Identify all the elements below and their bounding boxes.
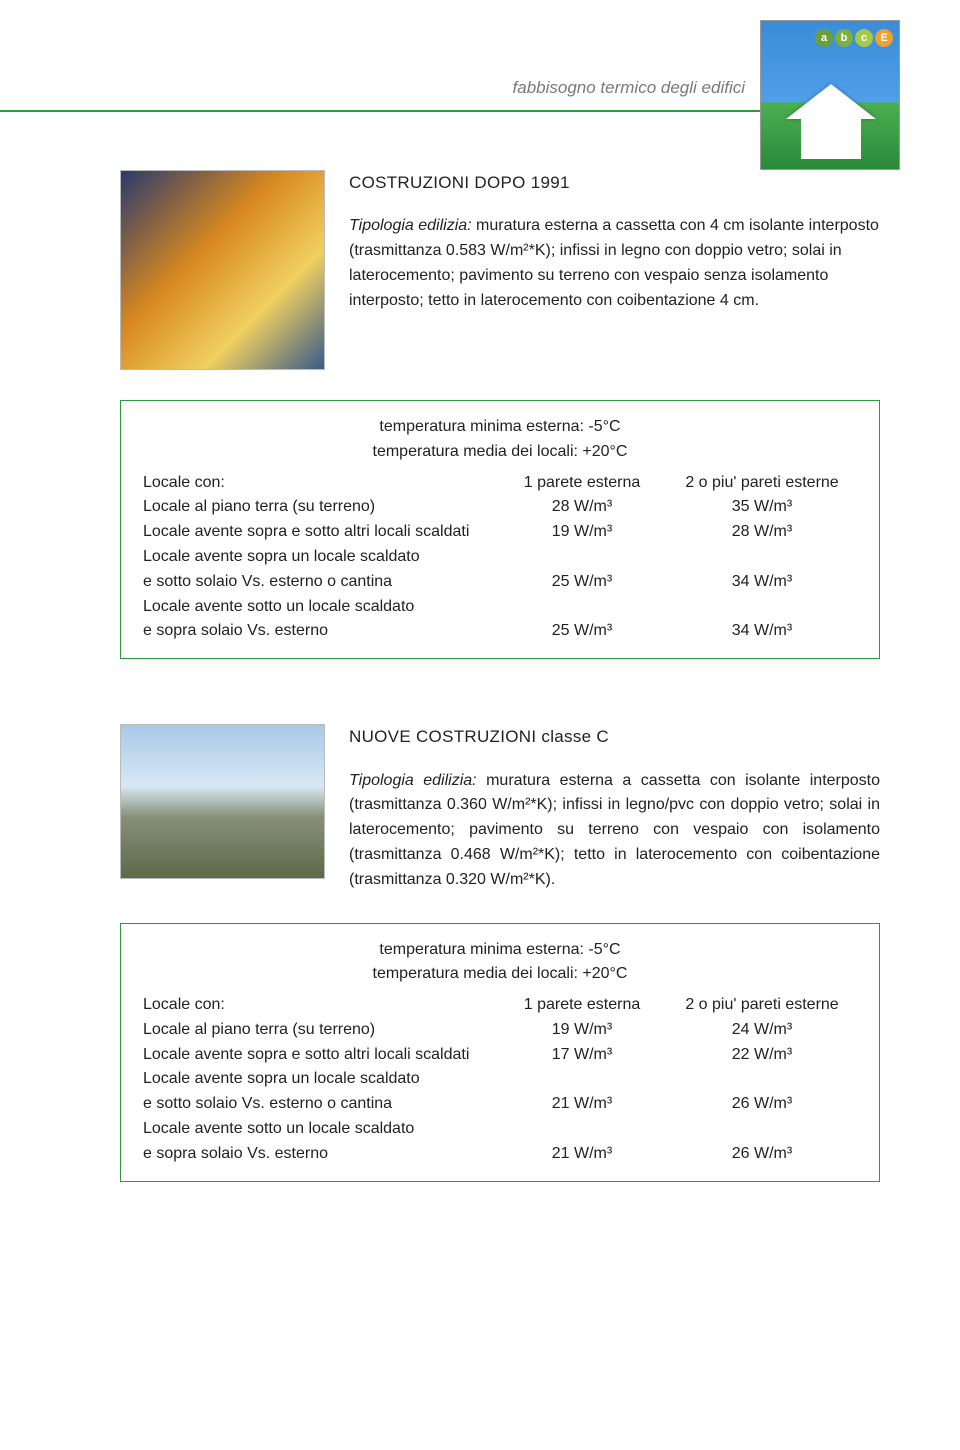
cell-value	[667, 1117, 857, 1142]
table-row: Locale avente sopra un locale scaldato	[143, 1067, 857, 1092]
cell-value: 26 W/m³	[667, 1092, 857, 1117]
cell-value	[667, 1067, 857, 1092]
cell-value	[497, 1067, 667, 1092]
table2-temp-ext: temperatura minima esterna: -5°C	[143, 938, 857, 963]
cell-value: 21 W/m³	[497, 1142, 667, 1167]
table1-colheaders: Locale con: 1 parete esterna 2 o piu' pa…	[143, 471, 857, 496]
page-header: fabbisogno termico degli edifici a b c E	[0, 0, 960, 170]
table1-header: temperatura minima esterna: -5°C tempera…	[143, 415, 857, 465]
cell-value: 26 W/m³	[667, 1142, 857, 1167]
table-row: e sotto solaio Vs. esterno o cantina 25 …	[143, 570, 857, 595]
cell-label: Locale al piano terra (su terreno)	[143, 495, 497, 520]
cell-value: 34 W/m³	[667, 619, 857, 644]
table2-header: temperatura minima esterna: -5°C tempera…	[143, 938, 857, 988]
cell-value	[497, 545, 667, 570]
table-row: Locale avente sotto un locale scaldato	[143, 1117, 857, 1142]
table-row: e sopra solaio Vs. esterno 21 W/m³ 26 W/…	[143, 1142, 857, 1167]
table2-col-a: 1 parete esterna	[497, 993, 667, 1018]
cell-value: 21 W/m³	[497, 1092, 667, 1117]
photo-buildings-classe-c	[120, 724, 325, 879]
cell-label: e sotto solaio Vs. esterno o cantina	[143, 570, 497, 595]
cell-value: 19 W/m³	[497, 520, 667, 545]
table-row: Locale al piano terra (su terreno) 28 W/…	[143, 495, 857, 520]
cell-label: Locale avente sopra un locale scaldato	[143, 545, 497, 570]
ball-a: a	[815, 29, 833, 47]
section1-title: COSTRUZIONI DOPO 1991	[349, 170, 880, 196]
cell-value: 24 W/m³	[667, 1018, 857, 1043]
table-row: Locale avente sopra un locale scaldato	[143, 545, 857, 570]
cell-value: 34 W/m³	[667, 570, 857, 595]
header-rule	[0, 110, 760, 112]
table-row: Locale avente sopra e sotto altri locali…	[143, 520, 857, 545]
table-row: Locale al piano terra (su terreno) 19 W/…	[143, 1018, 857, 1043]
cell-value: 35 W/m³	[667, 495, 857, 520]
table-classe-c: temperatura minima esterna: -5°C tempera…	[120, 923, 880, 1182]
table2-colheaders: Locale con: 1 parete esterna 2 o piu' pa…	[143, 993, 857, 1018]
section1-body: Tipologia edilizia: muratura esterna a c…	[349, 214, 880, 313]
cell-label: e sotto solaio Vs. esterno o cantina	[143, 1092, 497, 1117]
section-costruzioni-dopo-1991: COSTRUZIONI DOPO 1991 Tipologia edilizia…	[120, 170, 880, 659]
ball-c: c	[855, 29, 873, 47]
cell-label: Locale avente sopra un locale scaldato	[143, 1067, 497, 1092]
table2-temp-int: temperatura media dei locali: +20°C	[143, 962, 857, 987]
photo-buildings-1991	[120, 170, 325, 370]
table-row: e sotto solaio Vs. esterno o cantina 21 …	[143, 1092, 857, 1117]
cell-value: 28 W/m³	[667, 520, 857, 545]
table2-col-b: 2 o piu' pareti esterne	[667, 993, 857, 1018]
table-row: Locale avente sopra e sotto altri locali…	[143, 1043, 857, 1068]
section1-text: COSTRUZIONI DOPO 1991 Tipologia edilizia…	[349, 170, 880, 370]
ball-b: b	[835, 29, 853, 47]
cell-value: 22 W/m³	[667, 1043, 857, 1068]
cell-value	[497, 1117, 667, 1142]
table-row: e sopra solaio Vs. esterno 25 W/m³ 34 W/…	[143, 619, 857, 644]
table1-temp-int: temperatura media dei locali: +20°C	[143, 440, 857, 465]
cell-label: e sopra solaio Vs. esterno	[143, 619, 497, 644]
cell-value: 25 W/m³	[497, 570, 667, 595]
cell-value: 17 W/m³	[497, 1043, 667, 1068]
cell-label: e sopra solaio Vs. esterno	[143, 1142, 497, 1167]
table2-col-label: Locale con:	[143, 993, 497, 1018]
cell-value: 25 W/m³	[497, 619, 667, 644]
cell-value	[667, 595, 857, 620]
ball-e: E	[875, 29, 893, 47]
table-row: Locale avente sotto un locale scaldato	[143, 595, 857, 620]
section-nuove-costruzioni-c: NUOVE COSTRUZIONI classe C Tipologia edi…	[120, 724, 880, 1182]
cell-value: 19 W/m³	[497, 1018, 667, 1043]
section2-text: NUOVE COSTRUZIONI classe C Tipologia edi…	[349, 724, 880, 892]
table1-col-label: Locale con:	[143, 471, 497, 496]
table1-col-b: 2 o piu' pareti esterne	[667, 471, 857, 496]
table1-col-a: 1 parete esterna	[497, 471, 667, 496]
header-subtitle: fabbisogno termico degli edifici	[513, 78, 745, 98]
table-1991: temperatura minima esterna: -5°C tempera…	[120, 400, 880, 659]
section2-body: Tipologia edilizia: muratura esterna a c…	[349, 769, 880, 893]
cell-label: Locale al piano terra (su terreno)	[143, 1018, 497, 1043]
table1-temp-ext: temperatura minima esterna: -5°C	[143, 415, 857, 440]
cell-label: Locale avente sotto un locale scaldato	[143, 595, 497, 620]
cell-label: Locale avente sotto un locale scaldato	[143, 1117, 497, 1142]
page-content: COSTRUZIONI DOPO 1991 Tipologia edilizia…	[0, 170, 960, 1182]
section2-title: NUOVE COSTRUZIONI classe C	[349, 724, 880, 750]
house-icon	[786, 84, 876, 159]
cell-value	[667, 545, 857, 570]
cell-value	[497, 595, 667, 620]
cell-label: Locale avente sopra e sotto altri locali…	[143, 1043, 497, 1068]
energy-rating-balls: a b c E	[815, 29, 893, 47]
cell-value: 28 W/m³	[497, 495, 667, 520]
cell-label: Locale avente sopra e sotto altri locali…	[143, 520, 497, 545]
energy-logo: a b c E	[760, 20, 900, 170]
